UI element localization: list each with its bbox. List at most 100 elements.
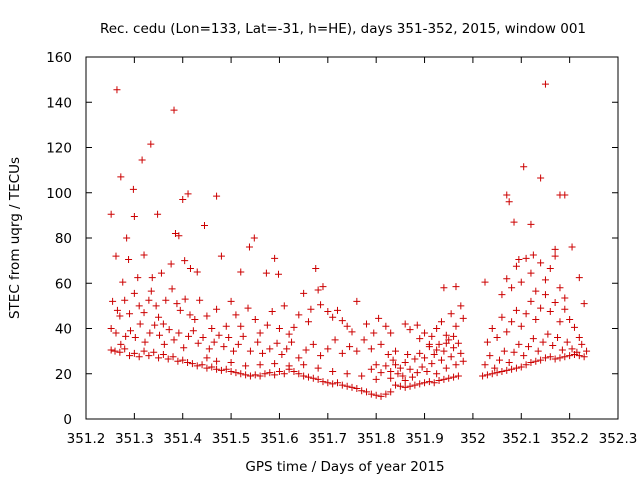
data-point: [217, 366, 225, 374]
data-point: [140, 309, 148, 317]
data-point: [425, 340, 433, 348]
data-point: [389, 356, 397, 364]
data-point: [107, 210, 115, 218]
data-point: [517, 322, 525, 330]
data-point: [175, 232, 183, 240]
data-point: [554, 334, 562, 342]
data-point: [442, 339, 450, 347]
data-point: [191, 315, 199, 323]
data-point: [107, 346, 115, 354]
data-point: [295, 311, 303, 319]
data-point: [271, 371, 279, 379]
data-point: [348, 383, 356, 391]
data-point: [551, 355, 559, 363]
data-point: [317, 352, 325, 360]
data-point: [406, 365, 414, 373]
data-point: [300, 289, 308, 297]
data-point: [300, 372, 308, 380]
data-point: [541, 80, 549, 88]
y-tick-label: 60: [55, 276, 72, 292]
data-point: [146, 329, 154, 337]
data-point: [254, 338, 262, 346]
data-point: [450, 344, 458, 352]
y-tick-label: 100: [46, 186, 72, 202]
data-point: [150, 348, 158, 356]
data-point: [346, 343, 354, 351]
data-point: [498, 313, 506, 321]
data-point: [406, 382, 414, 390]
data-point: [382, 322, 390, 330]
data-point: [534, 347, 542, 355]
data-point: [140, 347, 148, 355]
data-point: [123, 234, 131, 242]
data-point: [537, 174, 545, 182]
data-point: [155, 354, 163, 362]
data-point: [399, 372, 407, 380]
x-tick-label: 352.2: [550, 431, 589, 447]
data-point: [314, 286, 322, 294]
data-point: [343, 370, 351, 378]
data-point: [517, 278, 525, 286]
data-point: [317, 301, 325, 309]
data-point: [498, 291, 506, 299]
data-point: [435, 377, 443, 385]
y-tick-label: 0: [63, 412, 72, 428]
data-point: [259, 349, 267, 357]
data-point: [121, 345, 129, 353]
data-point: [433, 370, 441, 378]
data-point: [302, 346, 310, 354]
data-point: [411, 381, 419, 389]
data-point: [568, 243, 576, 251]
data-point: [278, 351, 286, 359]
data-point: [290, 367, 298, 375]
data-point: [295, 370, 303, 378]
x-tick-label: 352.1: [502, 431, 541, 447]
data-point: [421, 354, 429, 362]
data-point: [141, 338, 149, 346]
data-point: [493, 369, 501, 377]
data-point: [454, 372, 462, 380]
data-point: [442, 331, 450, 339]
data-point: [430, 379, 438, 387]
data-point: [112, 252, 120, 260]
data-point: [396, 364, 404, 372]
data-point: [522, 254, 530, 262]
data-point: [505, 198, 513, 206]
data-point: [309, 374, 317, 382]
data-point: [418, 363, 426, 371]
data-point: [430, 351, 438, 359]
data-point: [353, 384, 361, 392]
data-point: [537, 304, 545, 312]
data-point: [304, 373, 312, 381]
data-point: [358, 387, 366, 395]
data-point: [131, 334, 139, 342]
y-axis: 0 20 40 60 80 100 120 140 160: [46, 50, 618, 428]
data-point: [367, 345, 375, 353]
data-point: [452, 283, 460, 291]
data-point: [160, 340, 168, 348]
data-point: [256, 372, 264, 380]
data-point: [164, 355, 172, 363]
data-point: [194, 339, 202, 347]
x-tick-label: 351.6: [260, 431, 299, 447]
data-point: [135, 302, 143, 310]
data-point: [561, 294, 569, 302]
data-point: [580, 300, 588, 308]
data-point: [566, 315, 574, 323]
data-point: [275, 325, 283, 332]
data-point: [416, 380, 424, 388]
data-point: [239, 332, 247, 340]
data-point: [396, 382, 404, 390]
data-point: [416, 349, 424, 357]
data-point: [179, 196, 187, 204]
data-point: [517, 363, 525, 371]
data-point: [515, 340, 523, 348]
data-point: [170, 106, 178, 114]
y-tick-label: 40: [55, 322, 72, 338]
data-point: [527, 220, 535, 228]
data-point: [401, 383, 409, 391]
data-point: [401, 377, 409, 385]
data-point: [491, 364, 499, 372]
data-point: [246, 347, 254, 355]
y-tick-label: 160: [46, 50, 72, 66]
